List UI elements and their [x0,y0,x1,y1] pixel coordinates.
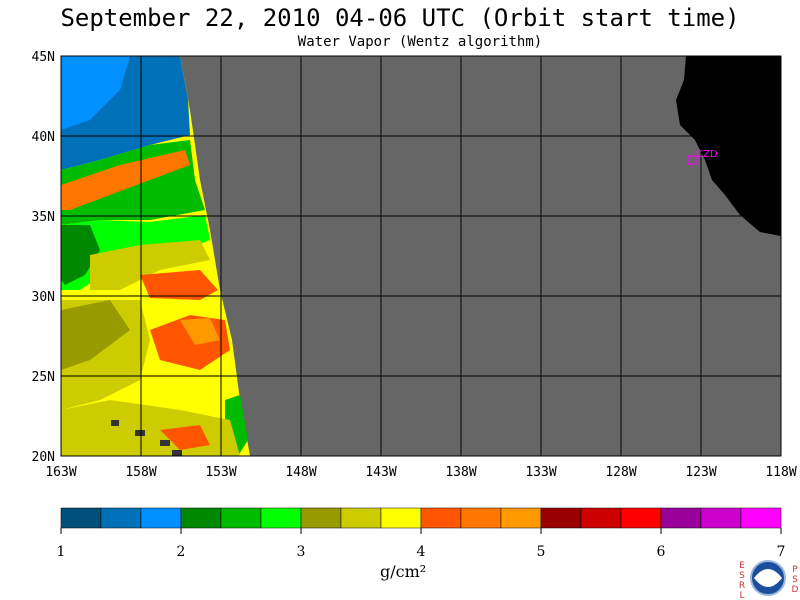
lat-tick-label: 30N [32,290,55,305]
station-label: CZD [696,149,718,160]
swath-olive-mid [90,240,210,290]
colorbar-tick-label: 3 [297,544,306,560]
lon-tick-label: 123W [685,465,716,480]
colorbar-swatch [740,507,782,529]
swath-orange-band [61,150,190,210]
swath-lightblue-north [61,56,130,130]
colorbar-tick-label: 7 [777,544,786,560]
colorbar-swatch [620,507,662,529]
lon-tick-label: 158W [125,465,156,480]
colorbar-swatch [100,507,142,529]
lon-tick-label: 148W [285,465,316,480]
lat-tick-label: 40N [32,130,55,145]
colorbar-swatch [460,507,502,529]
colorbar-unit: g/cm² [380,562,427,581]
colorbar-swatch [380,507,422,529]
hawaiian-islands [111,420,182,456]
station-marker-icon [687,155,697,165]
lon-tick-label: 143W [365,465,396,480]
colorbar-swatch [700,507,742,529]
colorbar-swatch [180,507,222,529]
colorbar-swatch [500,507,542,529]
lat-tick-label: 25N [32,370,55,385]
colorbar-swatch [540,507,582,529]
lat-tick-label: 35N [32,210,55,225]
colorbar-swatch [300,507,342,529]
logo-letter: S [739,571,745,581]
page-title: September 22, 2010 04-06 UTC (Orbit star… [60,4,740,32]
land-north-america [676,56,781,236]
swath-olive-dark [61,300,130,370]
logo-letter: D [792,585,799,595]
logo-letter: P [792,565,798,575]
colorbar-tick-label: 4 [417,544,426,560]
latitude-labels: 45N 40N 35N 30N 25N 20N [32,50,55,465]
colorbar-swatch [340,507,382,529]
station-marker-czd: CZD [687,149,718,165]
colorbar-tick-label: 5 [537,544,546,560]
logo-letter: E [739,561,745,571]
lon-tick-label: 133W [525,465,556,480]
logo-psd-letters: PSD [792,565,799,595]
colorbar-tick-label: 2 [177,544,186,560]
swath-orange-hawaii [160,425,210,450]
swath-orange-mid [140,270,218,300]
lat-tick-label: 45N [32,50,55,65]
swath-darkgreen-blob [61,225,100,285]
colorbar-labels: 1 2 3 4 5 6 7 [57,528,786,560]
page-subtitle: Water Vapor (Wentz algorithm) [297,34,543,50]
colorbar-tick-label: 1 [57,544,66,560]
lon-tick-label: 153W [205,465,236,480]
colorbar-swatch [580,507,622,529]
logo-letter: S [792,575,798,585]
colorbar [60,507,782,529]
colorbar-swatch [140,507,182,529]
lat-tick-label: 20N [32,450,55,465]
colorbar-swatch [660,507,702,529]
colorbar-swatch [220,507,262,529]
water-vapor-swath [61,56,250,456]
logo-letter: R [739,581,745,591]
map-plot-area: CZD [60,55,782,457]
lon-tick-label: 128W [605,465,636,480]
lon-tick-label: 163W [45,465,76,480]
longitude-labels: 163W 158W 153W 148W 143W 138W 133W 128W 123W 118W [45,465,796,480]
colorbar-swatch [260,507,302,529]
colorbar-swatch [420,507,462,529]
lon-tick-label: 138W [445,465,476,480]
swath-orange-core [180,318,220,345]
map-frame [60,55,782,457]
colorbar-tick-label: 6 [657,544,666,560]
lon-tick-label: 118W [765,465,796,480]
colorbar-swatch [60,507,102,529]
logo-letter: L [739,591,744,600]
